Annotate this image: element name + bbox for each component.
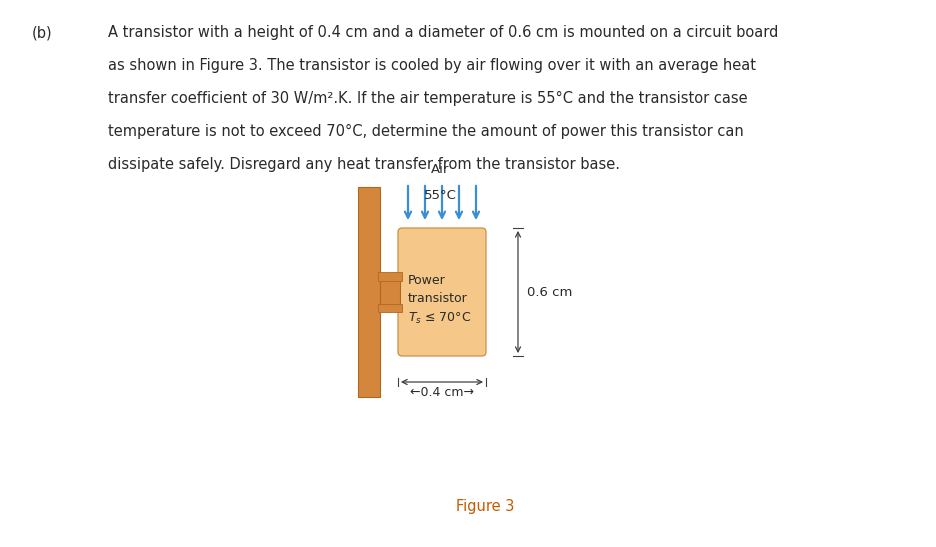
Bar bbox=[378, 304, 402, 312]
Bar bbox=[358, 187, 380, 397]
Bar bbox=[380, 273, 400, 311]
Text: A transistor with a height of 0.4 cm and a diameter of 0.6 cm is mounted on a ci: A transistor with a height of 0.4 cm and… bbox=[108, 25, 779, 40]
FancyBboxPatch shape bbox=[398, 228, 486, 356]
Bar bbox=[378, 272, 402, 281]
Text: Figure 3: Figure 3 bbox=[456, 499, 514, 515]
Text: temperature is not to exceed 70°C, determine the amount of power this transistor: temperature is not to exceed 70°C, deter… bbox=[108, 124, 744, 139]
Text: Power
transistor
$T_s$ ≤ 70°C: Power transistor $T_s$ ≤ 70°C bbox=[408, 274, 471, 325]
Text: dissipate safely. Disregard any heat transfer from the transistor base.: dissipate safely. Disregard any heat tra… bbox=[108, 157, 620, 172]
Text: as shown in Figure 3. The transistor is cooled by air flowing over it with an av: as shown in Figure 3. The transistor is … bbox=[108, 58, 756, 73]
Text: 55°C: 55°C bbox=[424, 189, 457, 202]
Text: transfer coefficient of 30 W/m².K. If the air temperature is 55°C and the transi: transfer coefficient of 30 W/m².K. If th… bbox=[108, 91, 748, 106]
Text: ←0.4 cm→: ←0.4 cm→ bbox=[410, 386, 474, 399]
Text: (b): (b) bbox=[32, 25, 52, 40]
Text: Air: Air bbox=[431, 163, 449, 176]
Text: 0.6 cm: 0.6 cm bbox=[527, 286, 573, 299]
